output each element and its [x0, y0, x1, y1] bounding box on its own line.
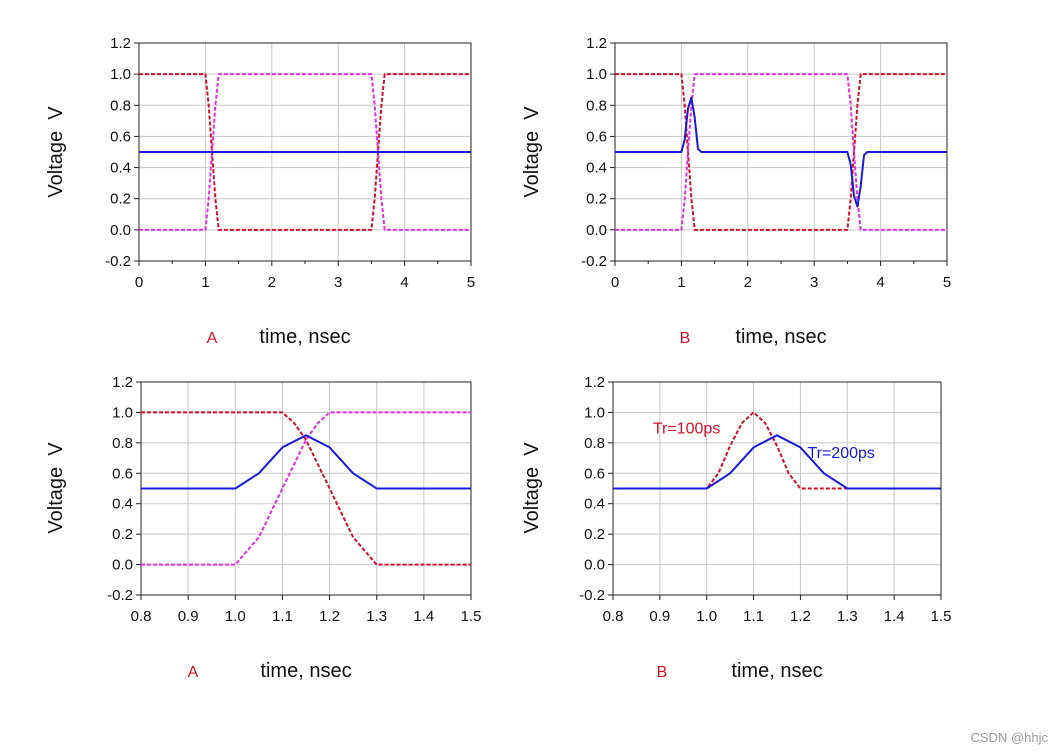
x-tick-label: 1	[677, 274, 685, 291]
x-tick-label: 3	[810, 274, 818, 291]
panel-tag: B	[657, 664, 668, 681]
x-tick-label: 0.8	[131, 608, 152, 625]
series-line-input-falling	[615, 73, 947, 231]
x-tick-label: 1.1	[272, 608, 293, 625]
y-tick-label: 0.2	[110, 191, 131, 208]
y-tick-label: 0.6	[586, 128, 607, 145]
y-tick-label: -0.2	[581, 253, 607, 270]
series-line-output	[141, 434, 471, 490]
y-tick-label: 0.8	[584, 435, 605, 452]
y-tick-label: 1.0	[112, 404, 133, 421]
y-tick-label: 0.4	[584, 496, 605, 513]
y-tick-label: -0.2	[579, 587, 605, 604]
x-axis-label: time, nsec	[731, 660, 822, 682]
x-tick-label: 1.2	[319, 608, 340, 625]
x-tick-label: 1.1	[743, 608, 764, 625]
panel-tag: A	[188, 664, 199, 681]
x-tick-label: 1	[201, 274, 209, 291]
y-tick-label: 0.0	[586, 222, 607, 239]
y-tick-label: 1.2	[112, 374, 133, 391]
x-axis-label: time, nsec	[260, 660, 351, 682]
x-tick-label: 1.5	[931, 608, 952, 625]
x-tick-label: 2	[268, 274, 276, 291]
x-tick-label: 1.3	[366, 608, 387, 625]
y-axis-label: Voltage V	[521, 442, 543, 534]
x-tick-label: 5	[943, 274, 951, 291]
y-tick-label: 0.0	[584, 557, 605, 574]
y-tick-label: 1.0	[584, 404, 605, 421]
x-tick-label: 4	[876, 274, 884, 291]
x-tick-label: 0.9	[178, 608, 199, 625]
x-tick-label: 0.9	[649, 608, 670, 625]
y-tick-label: 0.6	[584, 465, 605, 482]
x-tick-label: 1.4	[884, 608, 905, 625]
y-tick-label: 0.8	[112, 435, 133, 452]
x-tick-label: 0.8	[603, 608, 624, 625]
x-tick-label: 1.0	[225, 608, 246, 625]
y-tick-label: -0.2	[107, 587, 133, 604]
series-line-input-falling	[139, 73, 471, 231]
watermark: CSDN @hhjc	[970, 730, 1049, 745]
chart-panel-top-left: -0.2 0.0 0.2 0.4 0.6 0.8 1.0 1.2 0 1 2 3 4 5 Voltage V…	[45, 35, 475, 348]
series-line-input-rising	[139, 73, 471, 231]
y-tick-label: 1.0	[110, 66, 131, 83]
x-tick-label: 4	[400, 274, 408, 291]
panel-tag: A	[207, 330, 218, 347]
y-tick-label: 0.4	[586, 160, 607, 177]
series-annotation: Tr=100ps	[653, 421, 720, 438]
x-tick-label: 1.4	[413, 608, 434, 625]
series-line-Tr=200ps	[613, 434, 941, 490]
panel-tag: B	[680, 330, 691, 347]
x-tick-label: 3	[334, 274, 342, 291]
x-tick-label: 0	[135, 274, 143, 291]
y-tick-label: 1.2	[586, 35, 607, 52]
y-tick-label: -0.2	[105, 253, 131, 270]
y-tick-label: 0.8	[110, 97, 131, 114]
series-line-Tr=100ps	[613, 411, 941, 490]
series-annotation: Tr=200ps	[807, 445, 874, 462]
x-axis-label: time, nsec	[735, 326, 826, 348]
y-tick-label: 0.0	[110, 222, 131, 239]
x-tick-label: 1.3	[837, 608, 858, 625]
x-axis-label: time, nsec	[259, 326, 350, 348]
chart-panel-bottom-left: -0.2 0.0 0.2 0.4 0.6 0.8 1.0 1.2 0.8 0.9 1.0 1.1 1.2…	[45, 374, 481, 682]
chart-panel-bottom-right: -0.2 0.0 0.2 0.4 0.6 0.8 1.0 1.2 0.8 0.9 1.0 1.1 1.2…	[521, 374, 951, 682]
y-tick-label: 0.4	[110, 160, 131, 177]
y-tick-label: 1.2	[584, 374, 605, 391]
y-axis-label: Voltage V	[45, 106, 67, 198]
y-tick-label: 0.6	[112, 465, 133, 482]
y-tick-label: 0.6	[110, 128, 131, 145]
x-tick-label: 0	[611, 274, 619, 291]
chart-panel-top-right: -0.2 0.0 0.2 0.4 0.6 0.8 1.0 1.2 0 1 2 3 4 5 Voltage V…	[521, 35, 951, 348]
y-tick-label: 1.0	[586, 66, 607, 83]
x-tick-label: 5	[467, 274, 475, 291]
y-tick-label: 0.4	[112, 496, 133, 513]
y-tick-label: 0.0	[112, 557, 133, 574]
series-line-output	[615, 96, 947, 208]
series-line-input-rising	[141, 411, 471, 566]
x-tick-label: 1.2	[790, 608, 811, 625]
x-tick-label: 2	[744, 274, 752, 291]
y-tick-label: 0.2	[112, 526, 133, 543]
y-axis-label: Voltage V	[521, 106, 543, 198]
x-tick-label: 1.5	[461, 608, 482, 625]
x-tick-label: 1.0	[696, 608, 717, 625]
y-tick-label: 1.2	[110, 35, 131, 52]
y-tick-label: 0.8	[586, 97, 607, 114]
series-line-input-rising	[615, 73, 947, 231]
y-axis-label: Voltage V	[45, 442, 67, 534]
y-tick-label: 0.2	[586, 191, 607, 208]
y-tick-label: 0.2	[584, 526, 605, 543]
